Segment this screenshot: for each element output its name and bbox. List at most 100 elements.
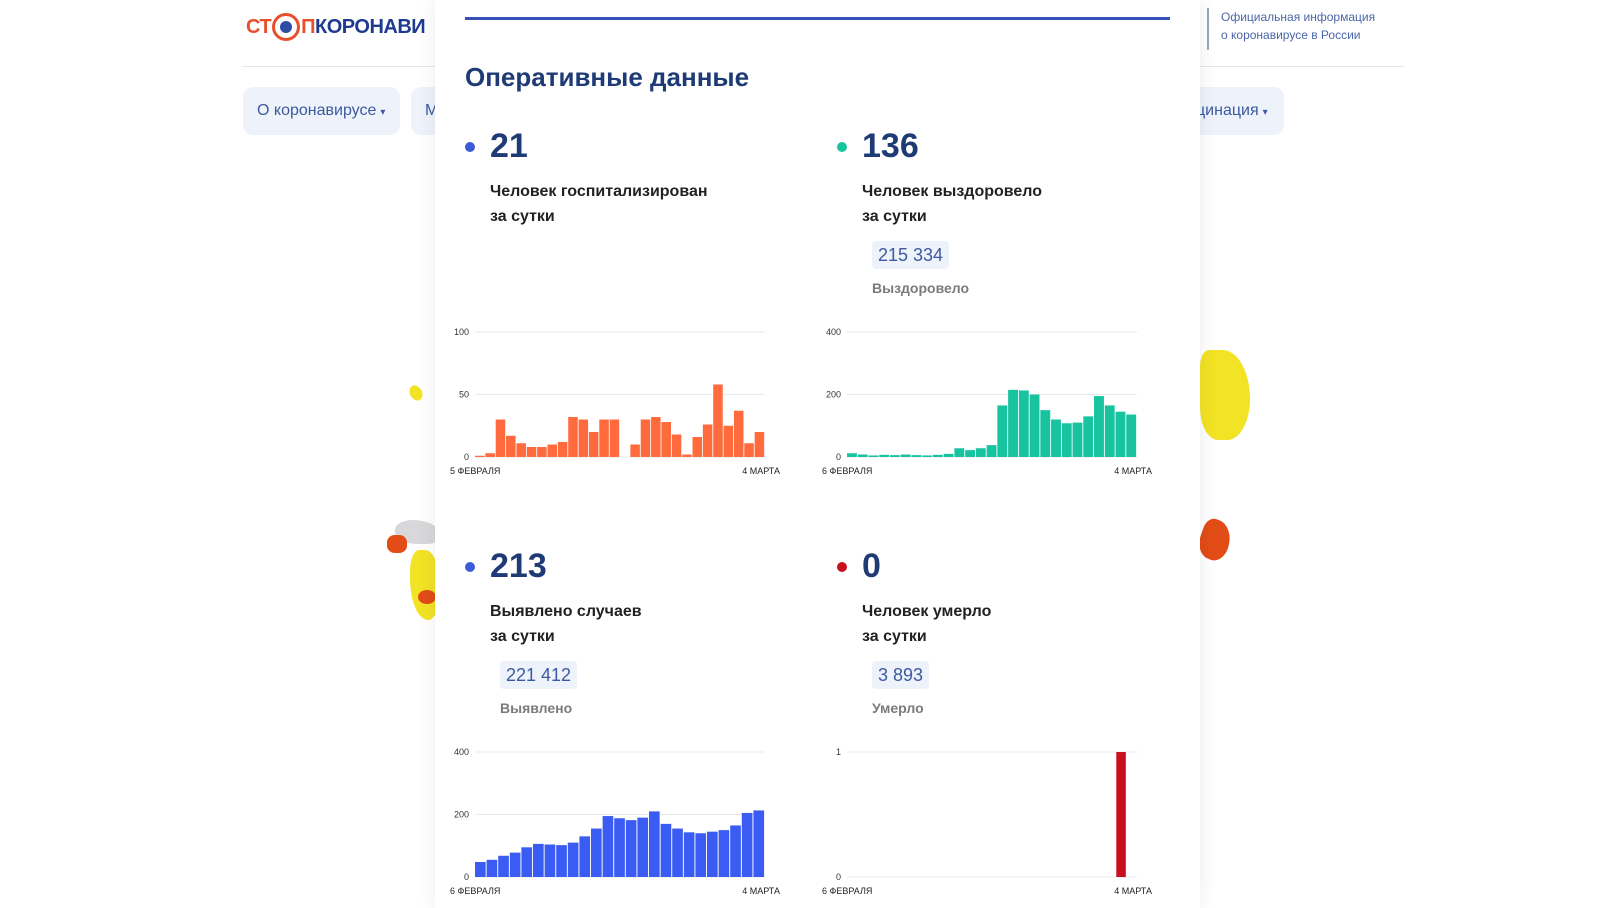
nav-about-coronavirus[interactable]: О коронавирусе ▾ xyxy=(243,87,400,135)
x-start-label: 6 ФЕВРАЛЯ xyxy=(822,466,872,476)
bar xyxy=(614,818,625,877)
bar xyxy=(506,435,516,457)
status-dot xyxy=(465,562,475,572)
bar xyxy=(718,830,730,877)
official-line-2: о коронавирусе в России xyxy=(1221,28,1361,42)
chart-svg: 0 1 6 ФЕВРАЛЯ 4 МАРТА xyxy=(822,747,1152,896)
bar xyxy=(533,843,544,877)
bar xyxy=(486,859,498,877)
bar xyxy=(557,442,568,457)
bar xyxy=(651,417,661,457)
bar xyxy=(609,419,620,457)
bar xyxy=(847,453,857,457)
bar xyxy=(922,455,933,457)
bar xyxy=(509,852,521,877)
nav-label: М xyxy=(425,102,439,119)
x-start-label: 5 ФЕВРАЛЯ xyxy=(450,466,500,476)
bar xyxy=(879,454,890,457)
bar xyxy=(911,455,922,457)
bar xyxy=(975,448,986,457)
status-dot xyxy=(465,142,475,152)
bar xyxy=(868,455,879,457)
x-end-label: 4 МАРТА xyxy=(1114,466,1152,476)
status-dot xyxy=(837,142,847,152)
bar xyxy=(537,447,547,457)
logo-text-red-2: П xyxy=(301,15,316,38)
bar xyxy=(753,810,765,877)
nav-label: цинация xyxy=(1196,102,1259,119)
map-region xyxy=(387,535,407,553)
x-end-label: 4 МАРТА xyxy=(1114,886,1152,896)
desc-line-2: за сутки xyxy=(490,628,555,645)
chart-svg: 0 50 100 5 ФЕВРАЛЯ 4 МАРТА xyxy=(450,327,780,476)
chart-detected: 0 200 400 6 ФЕВРАЛЯ 4 МАРТА xyxy=(443,742,788,902)
virus-icon xyxy=(272,13,301,41)
y-tick-label: 50 xyxy=(459,390,469,400)
stat-value: 136 xyxy=(862,127,919,165)
bar xyxy=(943,453,954,457)
bar xyxy=(526,447,537,457)
total-label: Выздоровело xyxy=(872,280,970,296)
bar xyxy=(1126,414,1137,457)
bar xyxy=(1029,394,1040,457)
bar xyxy=(567,842,579,877)
x-start-label: 6 ФЕВРАЛЯ xyxy=(822,886,872,896)
desc-line-1: Человек умерло xyxy=(862,603,992,620)
official-line-1: Официальная информация xyxy=(1221,10,1376,24)
bar xyxy=(713,384,723,457)
map-region xyxy=(1194,516,1236,564)
logo-text-red: СТ xyxy=(246,15,272,38)
chart-svg: 0 200 400 6 ФЕВРАЛЯ 4 МАРТА xyxy=(822,327,1152,476)
map-region xyxy=(1200,350,1250,440)
x-end-label: 4 МАРТА xyxy=(742,466,780,476)
bar xyxy=(602,816,614,877)
stat-detected: 213 Выявлено случаев за сутки 221 412 Вы… xyxy=(465,547,785,727)
bar xyxy=(707,831,718,877)
y-tick-label: 400 xyxy=(826,327,841,337)
total-badge: 3 893 xyxy=(872,661,930,689)
operational-data-modal: Оперативные данные 21 Человек госпитализ… xyxy=(435,0,1200,908)
stat-value: 21 xyxy=(490,127,528,165)
stat-deaths: 0 Человек умерло за сутки 3 893 Умерло xyxy=(837,547,1167,727)
desc-line-1: Человек выздоровело xyxy=(862,183,1043,200)
desc-line-2: за сутки xyxy=(490,208,555,225)
stat-value: 0 xyxy=(862,547,881,585)
stat-description: Человек умерло за сутки xyxy=(862,599,991,649)
bar xyxy=(1018,390,1029,457)
bar xyxy=(630,444,640,457)
bar xyxy=(568,417,578,457)
bar xyxy=(498,855,509,877)
bar xyxy=(695,833,707,877)
bar xyxy=(1116,752,1126,877)
total-badge: 221 412 xyxy=(500,661,578,689)
official-info[interactable]: Официальная информация о коронавирусе в … xyxy=(1207,8,1375,50)
logo-text-blue: КОРОНАВИ xyxy=(315,15,426,38)
site-logo[interactable]: СТ П КОРОНАВИ xyxy=(246,10,426,44)
bar xyxy=(683,832,695,877)
stat-description: Человек госпитализирован за сутки xyxy=(490,179,708,229)
bar xyxy=(954,448,965,457)
bar xyxy=(723,425,734,457)
bar xyxy=(900,454,911,457)
chart-recovered: 0 200 400 6 ФЕВРАЛЯ 4 МАРТА xyxy=(815,322,1160,482)
x-end-label: 4 МАРТА xyxy=(742,886,780,896)
stat-description: Выявлено случаев за сутки xyxy=(490,599,642,649)
bar xyxy=(741,812,753,877)
bar xyxy=(692,437,703,457)
modal-accent-line xyxy=(465,17,1170,20)
bar xyxy=(578,419,589,457)
bar xyxy=(591,828,602,877)
bar xyxy=(475,862,486,877)
y-tick-label: 200 xyxy=(826,390,841,400)
y-tick-label: 0 xyxy=(836,872,841,882)
bar xyxy=(1051,419,1061,457)
bar xyxy=(965,450,976,457)
bar xyxy=(932,454,943,457)
map-region xyxy=(406,383,426,403)
bar xyxy=(640,419,651,457)
bar xyxy=(1115,411,1126,457)
bar xyxy=(889,455,900,457)
bar xyxy=(857,454,868,457)
bar xyxy=(637,817,649,877)
bar xyxy=(1094,396,1104,457)
